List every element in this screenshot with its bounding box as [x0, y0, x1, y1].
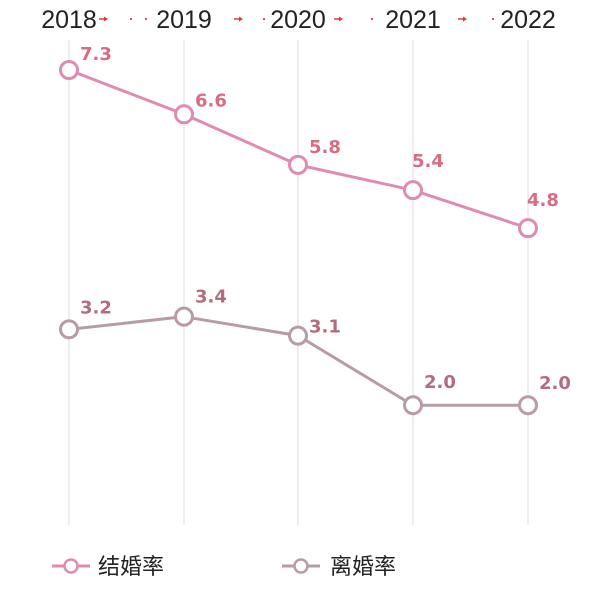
data-label: 2.0 [539, 373, 571, 394]
axis-arrow-mark [334, 16, 343, 22]
series-2: 3.2 3.4 3.1 2.0 2.0 [59, 287, 571, 416]
axis-dot-mark [370, 17, 374, 21]
data-point [518, 218, 538, 239]
data-point [288, 325, 308, 346]
data-label: 3.2 [80, 297, 112, 318]
data-point [518, 395, 538, 416]
data-label: 3.1 [309, 317, 341, 338]
data-point [59, 60, 79, 80]
axis-arrow-mark [458, 16, 467, 22]
grid-lines [68, 40, 529, 525]
data-label: 5.8 [309, 137, 341, 158]
data-point [174, 104, 194, 125]
x-axis: 2018 2019 2020 2021 2022 [41, 6, 556, 34]
axis-arrow-mark [234, 16, 243, 22]
axis-dot-mark [491, 17, 495, 21]
axis-dot-mark [129, 17, 133, 21]
data-point [59, 319, 79, 340]
data-point [403, 395, 423, 416]
x-tick-label-2022: 2022 [500, 6, 556, 34]
legend-label: 离婚率 [330, 555, 396, 580]
x-tick-label-2020: 2020 [270, 6, 326, 34]
legend: 结婚率 离婚率 [52, 555, 396, 580]
legend-label: 结婚率 [98, 555, 164, 580]
data-label: 4.8 [527, 190, 559, 211]
legend-item-1: 结婚率 [52, 555, 164, 580]
data-label: 6.6 [195, 90, 227, 111]
legend-marker-icon [63, 558, 79, 574]
data-point [288, 154, 308, 175]
data-label: 2.0 [424, 372, 456, 393]
data-label: 3.4 [195, 287, 227, 308]
axis-dot-mark [144, 17, 148, 21]
axis-arrow-mark [99, 16, 108, 22]
legend-marker-icon [293, 558, 309, 574]
series-1: 7.3 6.6 5.8 5.4 4.8 [59, 44, 559, 239]
data-label: 5.4 [412, 151, 444, 172]
data-point [403, 180, 423, 201]
x-tick-label-2018: 2018 [41, 6, 97, 34]
legend-item-2: 离婚率 [282, 555, 396, 580]
data-label: 7.3 [80, 44, 112, 65]
axis-dot-mark [262, 17, 266, 21]
x-tick-label-2021: 2021 [385, 6, 441, 34]
data-point [174, 306, 194, 327]
x-tick-label-2019: 2019 [156, 6, 212, 34]
series-layer: 7.3 6.6 5.8 5.4 4.8 3.2 3.4 3.1 2.0 2.0 [59, 44, 571, 416]
